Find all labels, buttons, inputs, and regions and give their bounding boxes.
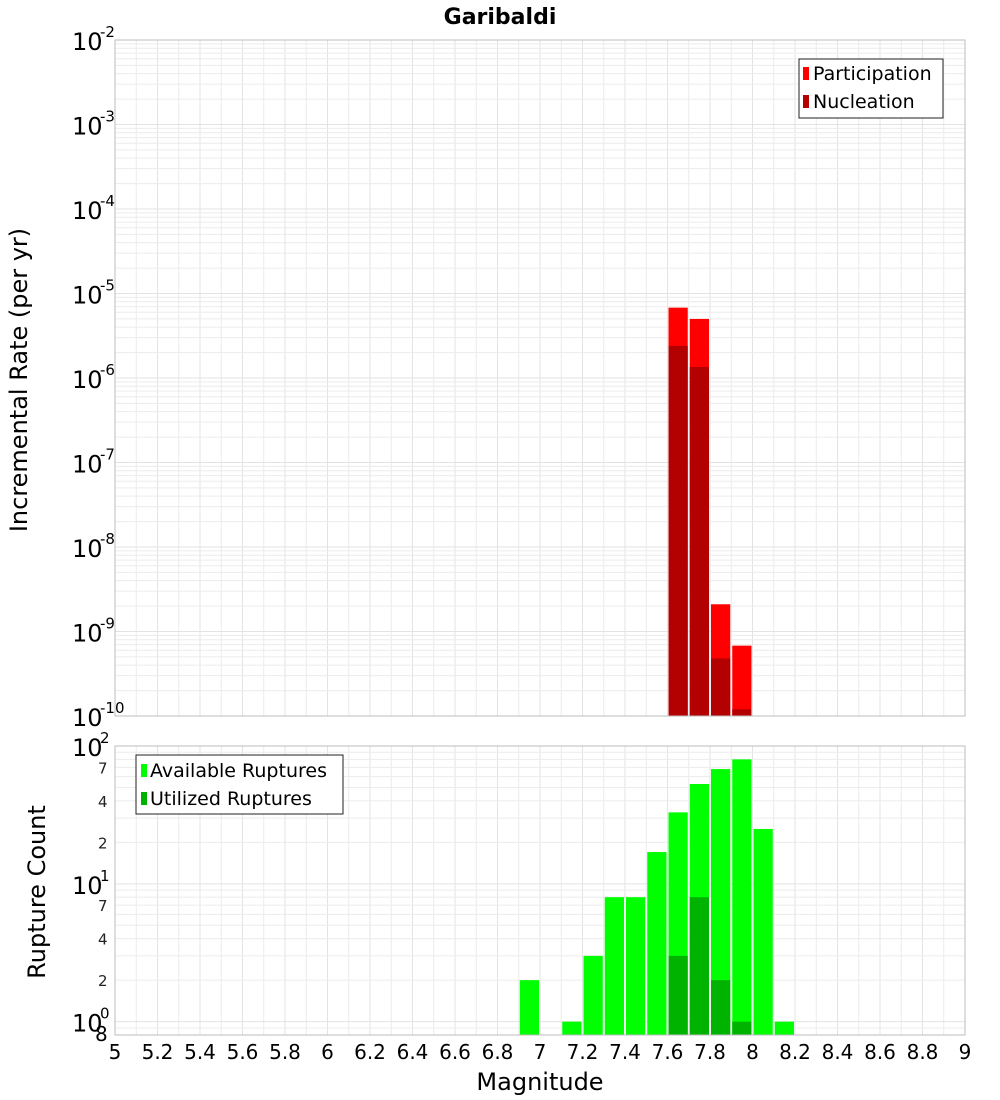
legend-label-participation: Participation (813, 63, 932, 85)
legend-swatch-available-ruptures (141, 764, 147, 777)
x-tick-label: 5.8 (269, 1040, 301, 1064)
legend-label-utilized-ruptures: Utilized Ruptures (150, 788, 312, 810)
top-bar-participation (732, 645, 752, 716)
x-tick-labels: 5 5.2 5.4 5.6 5.8 6 6.2 6.4 6.6 6.8 7 7.2 7.4 7.6 7.8 8… (109, 1040, 972, 1064)
legend-label-available-ruptures: Available Ruptures (150, 760, 327, 782)
bottom-legend: Available Ruptures Utilized Ruptures (135, 754, 344, 815)
x-tick-label: 5.4 (184, 1040, 216, 1064)
top-y-tick-exponent: -10 (100, 699, 125, 717)
top-y-tick-label: 10 (72, 366, 103, 394)
bottom-legend-box (135, 754, 344, 815)
top-y-tick-label: 10 (72, 113, 103, 141)
top-y-tick-exponent: -4 (100, 192, 115, 210)
bottom-y-tick-exponent: 0 (100, 1005, 110, 1023)
top-y-tick-label: 10 (72, 620, 103, 648)
x-tick-label: 7.2 (567, 1040, 599, 1064)
top-y-tick-label: 10 (72, 197, 103, 225)
bottom-y-tick-label: 10 (72, 734, 103, 762)
bottom-bar-available-ruptures (732, 759, 752, 1035)
bottom-bar-available-ruptures (774, 1021, 794, 1035)
x-tick-label: 8.8 (907, 1040, 939, 1064)
top-legend-box (798, 58, 944, 119)
legend-swatch-participation (803, 67, 809, 80)
top-y-tick-exponent: -7 (100, 446, 115, 464)
bottom-y-minor-tick-label: 4 (98, 793, 108, 811)
top-bar-nucleation (689, 366, 709, 716)
top-y-tick-exponent: -5 (100, 277, 115, 295)
top-y-tick-exponent: -2 (100, 23, 115, 41)
top-plot-frame (114, 39, 966, 717)
legend-swatch-nucleation (803, 95, 809, 108)
legend-swatch-utilized-ruptures (141, 792, 147, 805)
x-tick-label: 7.8 (694, 1040, 726, 1064)
x-tick-label: 7 (534, 1040, 547, 1064)
top-bar-nucleation (711, 658, 731, 716)
bottom-y-minor-tick-label: 8 (95, 1022, 108, 1046)
x-tick-label: 8.2 (779, 1040, 811, 1064)
top-y-tick-label: 10 (72, 282, 103, 310)
bottom-y-minor-tick-label: 4 (98, 931, 108, 949)
top-y-tick-label: 10 (72, 28, 103, 56)
bottom-bar-available-ruptures (583, 955, 603, 1035)
legend-label-nucleation: Nucleation (813, 91, 915, 113)
top-legend: Participation Nucleation (798, 58, 944, 119)
bottom-y-minor-tick-label: 7 (98, 759, 108, 777)
top-y-axis-title: Incremental Rate (per yr) (5, 228, 33, 532)
x-tick-label: 6.4 (397, 1040, 429, 1064)
x-tick-label: 5.2 (142, 1040, 174, 1064)
x-axis-title: Magnitude (476, 1068, 603, 1096)
x-tick-label: 8 (746, 1040, 759, 1064)
bottom-bar-utilized-ruptures (689, 897, 709, 1035)
x-tick-label: 5.6 (227, 1040, 259, 1064)
bottom-bar-available-ruptures (604, 897, 624, 1035)
x-tick-label: 6.6 (439, 1040, 471, 1064)
bottom-bar-available-ruptures (711, 769, 731, 1035)
bottom-y-tick-exponent: 1 (100, 867, 110, 885)
top-y-tick-label: 10 (72, 451, 103, 479)
bottom-y-minor-tick-label: 2 (98, 972, 108, 990)
bottom-bar-utilized-ruptures (711, 980, 731, 1035)
top-y-tick-exponent: -3 (100, 108, 115, 126)
x-tick-label: 7.4 (609, 1040, 641, 1064)
x-tick-label: 7.6 (652, 1040, 684, 1064)
top-bars (668, 307, 752, 716)
bottom-y-axis-title: Rupture Count (23, 805, 51, 979)
top-y-tick-exponent: -9 (100, 615, 115, 633)
bottom-bar-utilized-ruptures (732, 1021, 752, 1035)
top-bar-nucleation (668, 345, 688, 716)
bottom-y-tick-label: 10 (72, 1010, 103, 1038)
x-tick-label: 6.8 (482, 1040, 514, 1064)
top-y-tick-label: 10 (72, 704, 103, 732)
bottom-bar-available-ruptures (647, 852, 667, 1035)
x-tick-label: 5 (109, 1040, 122, 1064)
bottom-y-minor-tick-label: 2 (98, 834, 108, 852)
x-tick-label: 6.2 (354, 1040, 386, 1064)
bottom-y-minor-tick-label: 7 (98, 897, 108, 915)
top-bar-nucleation (732, 709, 752, 716)
top-y-tick-exponent: -8 (100, 530, 115, 548)
x-tick-label: 6 (321, 1040, 334, 1064)
bottom-y-tick-label: 10 (72, 872, 103, 900)
bottom-plot-frame (114, 745, 966, 1036)
x-tick-label: 8.4 (822, 1040, 854, 1064)
top-y-tick-exponent: -6 (100, 361, 115, 379)
bottom-bar-available-ruptures (626, 897, 646, 1035)
bottom-bar-available-ruptures (753, 828, 773, 1035)
bottom-bar-utilized-ruptures (668, 955, 688, 1035)
chart-title: Garibaldi (444, 5, 557, 30)
x-tick-label: 8.6 (864, 1040, 896, 1064)
bottom-bar-available-ruptures (562, 1021, 582, 1035)
top-grid (114, 39, 966, 717)
bottom-y-tick-exponent: 2 (100, 729, 110, 747)
bottom-bar-available-ruptures (519, 980, 539, 1035)
x-tick-label: 9 (959, 1040, 972, 1064)
top-y-tick-label: 10 (72, 535, 103, 563)
bottom-bars (519, 759, 794, 1035)
